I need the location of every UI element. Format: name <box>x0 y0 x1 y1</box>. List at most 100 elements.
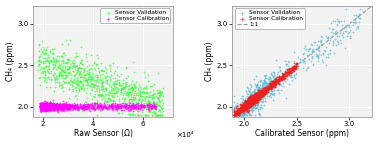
Sensor Calibration <box>249 96 255 98</box>
Sensor Calibration <box>238 107 244 110</box>
Sensor Calibration <box>122 105 128 107</box>
Sensor Validation <box>231 114 237 116</box>
Sensor Calibration <box>47 104 53 106</box>
Sensor Calibration <box>246 102 253 105</box>
Sensor Validation <box>43 52 50 54</box>
Sensor Calibration <box>45 105 51 107</box>
Sensor Calibration <box>37 105 43 107</box>
Sensor Validation <box>41 70 47 72</box>
Sensor Calibration <box>246 106 252 108</box>
Sensor Calibration <box>237 108 243 110</box>
Sensor Calibration <box>54 105 60 107</box>
Sensor Validation <box>75 67 81 70</box>
Sensor Calibration <box>77 103 83 105</box>
Sensor Calibration <box>84 108 90 110</box>
Sensor Calibration <box>51 104 57 106</box>
Sensor Calibration <box>237 108 243 111</box>
Sensor Calibration <box>51 107 57 109</box>
Sensor Calibration <box>40 105 46 107</box>
Sensor Validation <box>151 105 157 107</box>
Sensor Calibration <box>268 83 274 85</box>
Sensor Validation <box>257 94 263 96</box>
Sensor Calibration <box>292 68 298 70</box>
Sensor Validation <box>133 101 139 103</box>
Sensor Validation <box>128 82 134 85</box>
Sensor Validation <box>89 89 95 92</box>
Sensor Calibration <box>262 89 268 91</box>
Sensor Calibration <box>39 105 45 107</box>
Sensor Calibration <box>52 106 58 109</box>
Sensor Calibration <box>37 103 43 106</box>
Sensor Validation <box>245 99 251 101</box>
Sensor Calibration <box>245 103 251 105</box>
Sensor Calibration <box>40 107 46 109</box>
Sensor Calibration <box>240 107 246 109</box>
Sensor Calibration <box>40 107 46 109</box>
Sensor Validation <box>339 33 345 36</box>
Sensor Calibration <box>257 92 263 95</box>
Sensor Calibration <box>246 102 252 104</box>
Sensor Calibration <box>39 106 45 108</box>
Sensor Calibration <box>91 108 98 110</box>
Sensor Validation <box>110 89 116 91</box>
Sensor Calibration <box>44 108 50 111</box>
Sensor Validation <box>126 91 132 93</box>
Sensor Validation <box>330 42 336 44</box>
Sensor Validation <box>246 90 252 92</box>
Sensor Validation <box>278 88 284 91</box>
Sensor Validation <box>75 83 81 86</box>
Sensor Calibration <box>245 100 251 103</box>
Sensor Calibration <box>63 103 69 105</box>
Sensor Validation <box>356 17 362 19</box>
Sensor Calibration <box>248 99 254 101</box>
Sensor Validation <box>314 43 320 46</box>
Sensor Calibration <box>241 107 247 109</box>
Sensor Validation <box>257 106 263 108</box>
Sensor Calibration <box>249 104 255 107</box>
Sensor Validation <box>242 102 248 104</box>
Sensor Validation <box>265 89 271 91</box>
Sensor Calibration <box>54 106 60 108</box>
Sensor Validation <box>152 107 158 110</box>
Sensor Calibration <box>61 103 67 106</box>
Sensor Calibration <box>248 99 254 101</box>
Sensor Validation <box>301 51 307 54</box>
Sensor Validation <box>94 87 101 89</box>
Sensor Validation <box>57 84 63 86</box>
Sensor Calibration <box>46 105 52 107</box>
Sensor Validation <box>42 62 48 64</box>
Sensor Validation <box>37 67 43 70</box>
Sensor Calibration <box>39 105 45 107</box>
Sensor Calibration <box>256 94 262 97</box>
Sensor Calibration <box>37 105 43 107</box>
Sensor Calibration <box>254 93 260 96</box>
Sensor Calibration <box>242 102 248 105</box>
Sensor Validation <box>141 102 147 104</box>
Sensor Calibration <box>243 107 249 110</box>
Sensor Validation <box>231 114 237 116</box>
Sensor Calibration <box>249 101 255 103</box>
Sensor Validation <box>116 75 122 78</box>
Sensor Validation <box>87 74 93 77</box>
Sensor Validation <box>36 77 42 79</box>
Sensor Calibration <box>238 107 244 110</box>
Sensor Validation <box>159 104 165 107</box>
Sensor Calibration <box>73 105 79 107</box>
Sensor Validation <box>287 71 293 73</box>
Sensor Calibration <box>39 107 45 109</box>
Sensor Calibration <box>51 106 57 109</box>
Sensor Validation <box>147 96 153 98</box>
Sensor Validation <box>303 69 309 71</box>
Sensor Calibration <box>248 102 254 104</box>
Sensor Calibration <box>247 103 253 105</box>
Sensor Calibration <box>245 100 251 102</box>
Sensor Validation <box>66 97 72 99</box>
Sensor Calibration <box>247 105 253 107</box>
Sensor Validation <box>99 81 105 83</box>
Sensor Calibration <box>72 104 78 107</box>
Sensor Calibration <box>249 96 255 99</box>
Sensor Calibration <box>135 107 141 109</box>
Sensor Calibration <box>267 86 273 88</box>
Sensor Validation <box>277 65 283 68</box>
Sensor Calibration <box>42 105 48 108</box>
